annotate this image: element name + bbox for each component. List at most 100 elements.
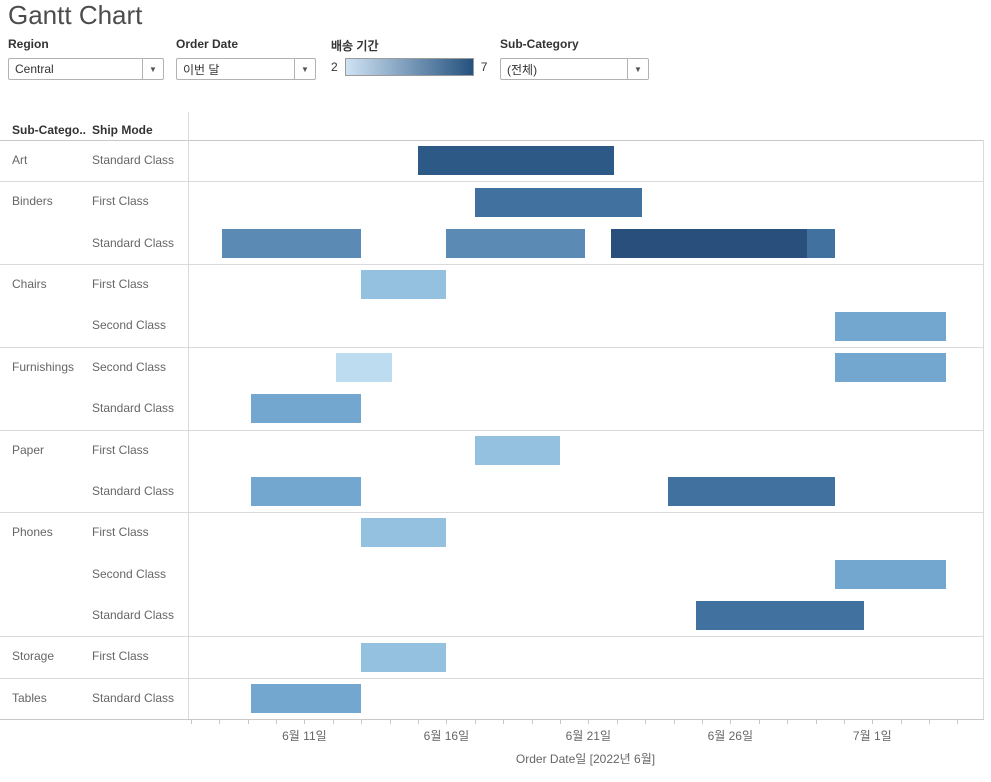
ship-mode-label: Standard Class	[92, 235, 175, 250]
axis-minor-tick	[929, 719, 931, 724]
group-separator	[0, 636, 983, 638]
gantt-bar[interactable]	[611, 228, 807, 258]
ship-mode-label: Standard Class	[92, 483, 175, 498]
filter-sub-category: Sub-Category (전체) ▼	[500, 37, 649, 80]
axis-minor-tick	[418, 719, 419, 724]
axis-minor-tick	[673, 719, 675, 724]
chevron-down-icon[interactable]: ▼	[294, 59, 315, 79]
ship-mode-label: First Class	[92, 525, 149, 540]
axis-tick-label: 6월 26일	[707, 729, 754, 743]
filter-region-label: Region	[8, 37, 49, 51]
axis-minor-tick	[361, 719, 363, 724]
order-date-dropdown-value: 이번 달	[183, 62, 220, 77]
ship-mode-label: Second Class	[92, 359, 167, 374]
axis-minor-tick	[787, 719, 789, 724]
axis-minor-tick	[332, 719, 334, 724]
sub-category-label: Tables	[12, 690, 47, 705]
ship-mode-label: First Class	[92, 442, 149, 457]
gantt-bar[interactable]	[696, 601, 864, 631]
axis-minor-tick	[474, 719, 476, 724]
axis-tick-label: 6월 11일	[282, 729, 327, 743]
gantt-bar[interactable]	[335, 353, 393, 382]
shipping-duration-legend: 배송 기간 2 7	[331, 37, 487, 76]
gantt-bar[interactable]	[250, 394, 362, 424]
axis-minor-tick	[219, 719, 221, 724]
group-separator	[0, 429, 983, 431]
axis-tick-label: 6월 21일	[565, 729, 612, 743]
column-header-sub-category: Sub-Catego..	[12, 123, 86, 137]
gantt-bar[interactable]	[222, 228, 362, 258]
chevron-down-icon[interactable]: ▼	[627, 59, 648, 79]
axis-minor-tick	[758, 719, 760, 724]
shipping-duration-legend-scale: 2 7	[331, 58, 487, 76]
axis-minor-tick	[843, 719, 845, 724]
ship-mode-label: First Class	[92, 649, 149, 664]
sub-category-label: Storage	[12, 649, 55, 664]
x-axis-title: Order Date일 [2022년 6월]	[515, 752, 656, 766]
gantt-bar[interactable]	[474, 187, 643, 217]
gantt-bar[interactable]	[446, 228, 586, 258]
axis-tick-label: 7월 1일	[852, 729, 892, 743]
sub-category-label: Chairs	[12, 277, 47, 292]
ship-mode-label: First Class	[92, 194, 149, 209]
page-title: Gantt Chart	[8, 0, 143, 30]
gantt-bar[interactable]	[835, 559, 947, 589]
group-separator	[0, 181, 983, 183]
label-plot-separator-line	[188, 112, 189, 719]
gantt-bar[interactable]	[667, 477, 836, 507]
gantt-bar[interactable]	[361, 270, 447, 300]
axis-tick-label: 6월 16일	[423, 729, 470, 743]
axis-minor-tick	[304, 719, 306, 724]
axis-minor-tick	[645, 719, 647, 724]
axis-minor-tick	[190, 719, 192, 724]
column-header-ship-mode: Ship Mode	[92, 123, 153, 137]
region-dropdown[interactable]: Central ▼	[8, 58, 164, 80]
group-separator	[0, 264, 983, 266]
header-separator-line	[0, 140, 983, 141]
filter-order-date-label: Order Date	[176, 37, 239, 51]
gantt-bar[interactable]	[835, 353, 947, 382]
axis-minor-tick	[588, 719, 590, 724]
axis-minor-tick	[815, 719, 817, 724]
legend-max-label: 7	[480, 60, 488, 74]
plot-right-border	[983, 140, 984, 719]
legend-min-label: 2	[331, 60, 338, 74]
axis-minor-tick	[730, 719, 732, 724]
gantt-bar[interactable]	[361, 518, 447, 548]
filter-region: Region Central ▼	[8, 37, 164, 80]
ship-mode-label: Second Class	[92, 318, 167, 333]
gantt-bar[interactable]	[807, 228, 836, 258]
ship-mode-label: Standard Class	[92, 153, 175, 167]
chevron-down-icon[interactable]: ▼	[142, 59, 163, 79]
axis-minor-tick	[559, 719, 561, 724]
axis-minor-tick	[701, 719, 703, 724]
ship-mode-label: Standard Class	[92, 607, 175, 622]
gantt-bar[interactable]	[250, 477, 362, 507]
axis-minor-tick	[616, 719, 618, 724]
order-date-dropdown[interactable]: 이번 달 ▼	[176, 58, 316, 80]
gantt-bar[interactable]	[250, 683, 362, 713]
shipping-duration-gradient	[344, 58, 474, 76]
ship-mode-label: Standard Class	[92, 401, 175, 416]
group-separator	[0, 346, 983, 348]
axis-minor-tick	[389, 719, 391, 724]
region-dropdown-value: Central	[15, 62, 54, 76]
shipping-duration-legend-title: 배송 기간	[331, 39, 379, 53]
axis-minor-tick	[247, 719, 249, 724]
sub-category-label: Binders	[12, 194, 53, 209]
gantt-bar[interactable]	[474, 435, 560, 465]
sub-category-label: Art	[12, 153, 28, 167]
ship-mode-label: Standard Class	[92, 690, 175, 705]
sub-category-dropdown[interactable]: (전체) ▼	[500, 58, 649, 80]
gantt-bar[interactable]	[418, 146, 614, 176]
sub-category-label: Furnishings	[12, 359, 75, 374]
axis-minor-tick	[957, 719, 959, 724]
gantt-bar[interactable]	[835, 311, 947, 341]
gantt-bar[interactable]	[361, 642, 447, 672]
axis-baseline	[0, 719, 984, 720]
filter-order-date: Order Date 이번 달 ▼	[176, 37, 316, 80]
filter-sub-category-label: Sub-Category	[500, 37, 579, 51]
